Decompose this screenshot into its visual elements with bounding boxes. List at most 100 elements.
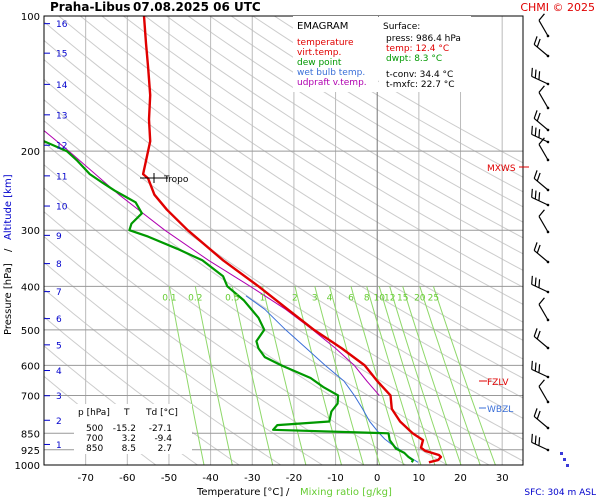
y-axis-separator: /	[3, 248, 14, 252]
credit-text: CHMI © 2025	[520, 1, 595, 14]
x-tick-label: -20	[286, 473, 302, 484]
altitude-label: 11	[56, 172, 67, 182]
x-axis-separator: /	[286, 487, 290, 498]
grid-layer	[44, 16, 523, 465]
wbzl-label: WBZL	[487, 405, 513, 415]
plot-frame	[43, 15, 524, 466]
wind-barb-icon	[531, 275, 550, 294]
dry-adiabat	[101, 16, 523, 288]
series-udpraft-v-temp	[44, 130, 380, 396]
station-title: Praha-Libus	[50, 0, 130, 14]
y-tick-label: 1000	[15, 461, 40, 472]
surface-wind-marker	[566, 464, 569, 467]
mixing-ratio-line	[194, 286, 233, 465]
wind-barb-icon	[533, 408, 550, 430]
wind-barb-icon	[531, 360, 550, 379]
mixing-ratio-line	[432, 286, 496, 465]
wind-barb-icon	[533, 110, 550, 132]
y-tick-label: 700	[21, 391, 40, 402]
mixing-ratio-label: 0.1	[162, 293, 176, 303]
mixing-ratio-label: 0.2	[188, 293, 202, 303]
x-tick-label: -40	[202, 473, 218, 484]
altitude-label: 6	[56, 315, 62, 325]
mixing-ratio-label: 8	[364, 293, 370, 303]
altitude-label: 15	[56, 50, 67, 60]
table-cell: -9.4	[154, 434, 172, 444]
mixing-ratio-line	[294, 286, 342, 465]
wind-barb-icon	[533, 170, 550, 192]
y-axis-label2: Altitude [km]	[3, 174, 14, 240]
altitude-label: 5	[56, 341, 62, 351]
table-cell: 2.7	[158, 444, 172, 454]
table-cell: 700	[86, 434, 103, 444]
y-axis-label: Pressure [hPa]	[3, 263, 14, 335]
altitude-label: 16	[56, 20, 68, 30]
surface-dwpt: dwpt: 8.3 °C	[386, 54, 442, 64]
wind-barb-icon	[531, 125, 550, 144]
series-temperature	[141, 16, 443, 464]
wind-barb-icon	[531, 67, 550, 86]
wind-barb-icon	[538, 85, 550, 110]
wind-barb-icon	[531, 188, 550, 207]
dry-adiabat	[44, 21, 523, 341]
mixing-ratio-line	[419, 286, 481, 465]
dry-adiabat	[166, 16, 523, 239]
mixing-ratio-label: 6	[348, 293, 354, 303]
x-tick-label: -70	[78, 473, 94, 484]
dry-adiabat	[58, 16, 523, 323]
y-tick-label: 300	[21, 226, 40, 237]
y-tick-label: 850	[21, 429, 40, 440]
altitude-label: 12	[56, 142, 67, 152]
x-tick-label: -30	[244, 473, 260, 484]
wind-barb-icon	[533, 36, 550, 58]
legend: EMAGRAM temperature virt.temp. dew point…	[293, 16, 378, 92]
altitude-label: 8	[56, 260, 62, 270]
y-tick-label: 500	[21, 326, 40, 337]
series-layer	[44, 16, 443, 464]
table-cell: 500	[86, 424, 103, 434]
legend-item-wet-bulb: wet bulb temp.	[297, 68, 365, 78]
mixing-ratio-label: 2	[292, 293, 298, 303]
x-axis-label2: Mixing ratio [g/kg]	[300, 487, 392, 498]
legend-item-dew-point: dew point	[297, 58, 342, 68]
mixing-ratio-line	[329, 286, 381, 465]
series-dew-point	[44, 140, 415, 463]
dry-adiabat	[209, 16, 523, 208]
markers: Tropo MXWS FZLV WBZL	[140, 164, 529, 415]
surface-wind-marker	[560, 452, 563, 455]
mxws-label: MXWS	[487, 164, 516, 174]
mixing-ratio-label: 3	[312, 293, 318, 303]
wind-barb-icon	[533, 328, 550, 350]
altitude-label: 2	[56, 417, 62, 427]
mixing-ratio-line	[231, 286, 274, 465]
datetime-title: 07.08.2025 06 UTC	[133, 0, 261, 14]
surface-temp: temp: 12.4 °C	[386, 44, 449, 54]
mixing-ratio-label: 15	[397, 293, 408, 303]
level-table: p [hPa] T Td [°C] 500 -15.2 -27.1 700 3.…	[74, 404, 192, 454]
table-cell: -27.1	[149, 424, 172, 434]
fzlv-label: FZLV	[487, 378, 509, 388]
y-tick-label: 600	[21, 361, 40, 372]
mixing-ratio-line	[366, 286, 422, 465]
altitude-label: 13	[56, 111, 67, 121]
y-tick-label: 400	[21, 282, 40, 293]
altitude-label: 4	[56, 367, 62, 377]
mixing-ratio-line	[402, 286, 462, 465]
mixing-ratio-line	[168, 286, 205, 465]
dry-adiabat	[144, 16, 523, 255]
legend-item-updraft: udpraft v.temp.	[297, 78, 367, 88]
legend-item-temperature: temperature	[297, 38, 354, 48]
dry-adiabat	[44, 58, 523, 379]
x-axis-label: Temperature [°C]	[196, 487, 283, 498]
wind-barb-icon	[538, 379, 550, 404]
table-cell: 850	[86, 444, 103, 454]
surface-wind-marker	[563, 458, 566, 461]
mixing-ratio-line	[378, 286, 436, 465]
table-cell: 8.5	[122, 444, 136, 454]
altitude-label: 9	[56, 232, 62, 242]
wind-barbs	[531, 13, 569, 467]
x-tick-label: 30	[496, 473, 509, 484]
tick-labels: -70 -60 -50 -40 -30 -20 -10 0 10 20 30 100 200 300 400…	[15, 12, 509, 484]
table-header-p: p [hPa]	[78, 408, 110, 418]
